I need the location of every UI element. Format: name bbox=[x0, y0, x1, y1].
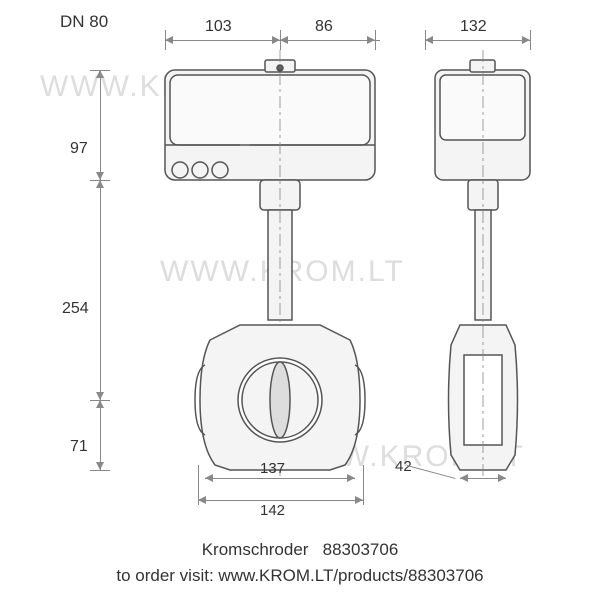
order-prefix: to order visit: bbox=[116, 566, 213, 585]
dim-137: 137 bbox=[260, 460, 285, 477]
footer: Kromschroder 88303706 to order visit: ww… bbox=[0, 537, 600, 588]
dim-142: 142 bbox=[260, 502, 285, 519]
order-url: www.KROM.LT/products/88303706 bbox=[218, 566, 483, 585]
valve-drawing bbox=[0, 0, 600, 600]
drawing-canvas: WWW.KROM.LT WWW.KROM.LT WWW.KROM.LT DN 8… bbox=[0, 0, 600, 600]
part-number: 88303706 bbox=[323, 540, 399, 559]
brand-name: Kromschroder bbox=[202, 540, 309, 559]
